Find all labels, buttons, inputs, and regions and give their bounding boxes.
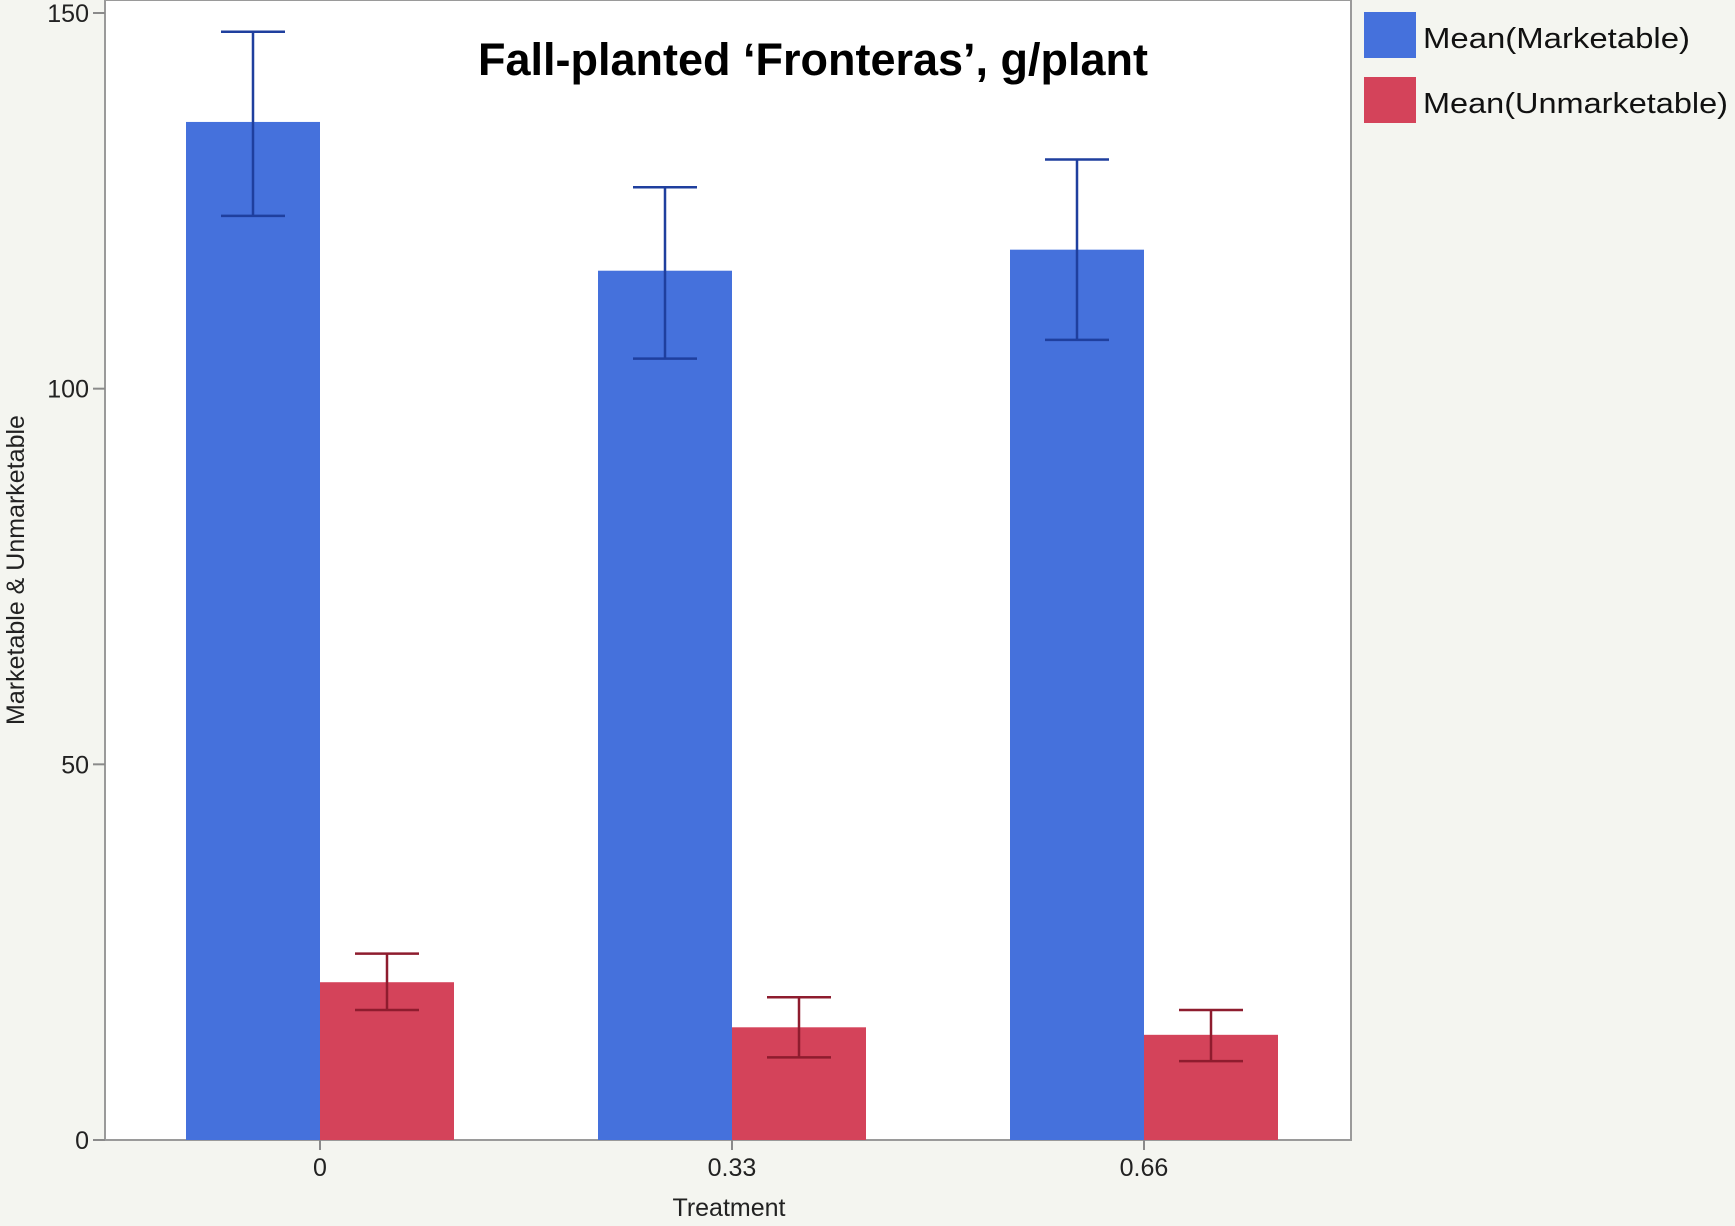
error-bar-marketable-0 — [221, 30, 285, 218]
x-tick-label-0: 0 — [313, 1154, 327, 1182]
y-axis: 0 50 100 150 — [47, 0, 105, 1155]
error-bar-unmarketable-1 — [767, 995, 831, 1059]
x-tick-label-2: 0.66 — [1120, 1154, 1169, 1182]
x-axis: 0 0.33 0.66 — [313, 1140, 1168, 1182]
legend-swatch-0 — [1364, 12, 1416, 58]
y-axis-title: Marketable & Unmarketable — [2, 415, 30, 725]
y-tick-label-2: 100 — [47, 376, 89, 404]
bar-marketable-2 — [1010, 249, 1144, 1141]
legend-label-1: Mean(Unmarketable) — [1423, 88, 1728, 120]
error-bar-unmarketable-0 — [355, 952, 419, 1012]
legend-swatch-1 — [1364, 77, 1416, 123]
bar-marketable-0 — [186, 121, 320, 1140]
legend: Mean(Marketable) Mean(Unmarketable) — [1364, 12, 1728, 123]
x-axis-title: Treatment — [672, 1194, 785, 1221]
bar-marketable-1 — [598, 270, 732, 1140]
legend-label-0: Mean(Marketable) — [1423, 23, 1690, 55]
error-bar-marketable-2 — [1045, 158, 1109, 342]
y-tick-label-3: 150 — [47, 0, 89, 28]
chart-title: Fall-planted ‘Fronteras’, g/plant — [478, 34, 1148, 85]
error-bar-marketable-1 — [633, 186, 697, 360]
y-tick-label-0: 0 — [75, 1127, 89, 1155]
bars-layer — [186, 121, 1278, 1141]
x-tick-label-1: 0.33 — [708, 1154, 757, 1182]
error-bar-unmarketable-2 — [1179, 1008, 1243, 1063]
error-bars-layer — [221, 30, 1243, 1063]
y-tick-label-1: 50 — [61, 751, 89, 779]
